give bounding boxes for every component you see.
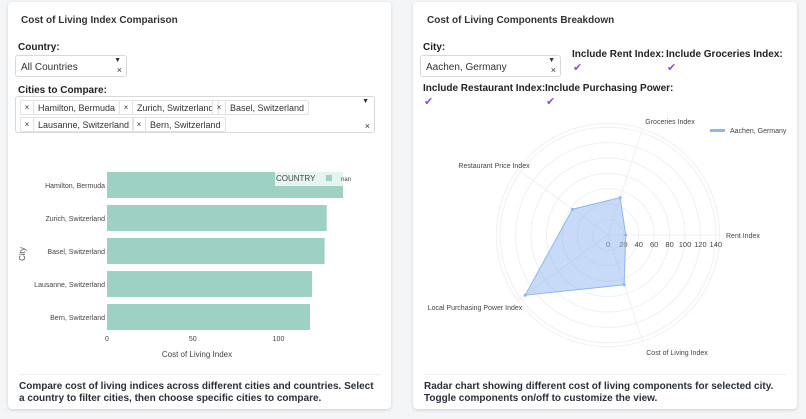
caret-down-icon[interactable]: ▼ [362,98,369,105]
city-tag[interactable]: × Lausanne, Switzerland [20,117,135,132]
restaurant-checkbox[interactable]: ✔ [424,96,434,108]
clear-icon[interactable]: × [550,65,556,75]
x-tick-label: 0 [105,336,109,343]
legend-swatch [710,129,725,132]
city-dropdown[interactable]: Aachen, Germany ▼ × [420,55,561,77]
radial-tick-label: 120 [694,240,707,249]
x-axis-title: Cost of Living Index [162,350,232,359]
cities-multiselect[interactable]: × Hamilton, Bermuda × Zurich, Switzerland … [15,96,375,133]
components-card: Cost of Living Components Breakdown City… [413,2,797,409]
legend-entry: Aachen, Germany [730,128,787,135]
country-dropdown[interactable]: All Countries ▼ × [15,55,127,77]
city-label: City: [423,42,446,53]
rent-checkbox[interactable]: ✔ [573,62,583,74]
remove-tag-icon[interactable]: × [213,101,226,114]
clear-all-icon[interactable]: × [364,121,370,131]
remove-tag-icon[interactable]: × [21,101,34,114]
radial-tick-label: 60 [650,240,658,249]
clear-icon[interactable]: × [116,65,122,75]
grid-circle [495,122,721,348]
groceries-toggle-label: Include Groceries Index: [666,49,783,60]
series-area [524,197,627,296]
data-point [624,233,628,237]
country-label: Country: [18,42,60,53]
card-description: Compare cost of living indices across di… [19,374,381,405]
card-title: Cost of Living Components Breakdown [427,15,615,26]
radial-tick-label: 100 [679,240,692,249]
x-tick-label: 50 [189,336,197,343]
country-value: All Countries [21,62,78,73]
card-description: Radar chart showing different cost of li… [424,374,786,405]
data-point [523,293,527,297]
bar-chart: Hamilton, Bermuda Zurich, Switzerland Base… [18,172,355,359]
legend-title: COUNTRY [276,174,316,183]
groceries-checkbox[interactable]: ✔ [667,62,677,74]
city-tag[interactable]: × Zurich, Switzerland [119,100,219,115]
caret-down-icon[interactable]: ▼ [114,57,121,64]
bar [107,271,313,297]
y-tick-label: Zurich, Switzerland [45,216,105,223]
city-tag[interactable]: × Bern, Switzerland [132,117,226,132]
radial-tick-label: 40 [635,240,643,249]
remove-tag-icon[interactable]: × [120,101,133,114]
caret-down-icon[interactable]: ▼ [548,57,555,64]
legend-bg [275,172,355,186]
cities-label: Cities to Compare: [18,85,107,96]
x-tick-label: 100 [273,336,285,343]
card-title: Cost of Living Index Comparison [21,15,178,26]
bar [107,205,327,231]
y-tick-label: Basel, Switzerland [47,249,105,256]
bar [107,238,325,264]
data-point [622,283,626,287]
legend-swatch [326,175,332,181]
cost-comparison-card: Cost of Living Index Comparison Country:… [8,2,391,409]
y-axis-title: City [18,247,27,261]
restaurant-toggle-label: Include Restaurant Index: [423,83,546,94]
axis-label: Local Purchasing Power Index [428,305,523,312]
y-tick-label: Bern, Switzerland [50,315,105,322]
remove-tag-icon[interactable]: × [133,118,146,131]
radial-tick-label: 140 [710,240,723,249]
axis-label: Cost of Living Index [646,350,708,357]
purchasing-toggle-label: Include Purchasing Power: [545,83,674,94]
data-point [618,196,622,200]
rent-toggle-label: Include Rent Index: [572,49,665,60]
axis-label: Restaurant Price Index [458,163,530,170]
remove-tag-icon[interactable]: × [21,118,34,131]
axis-label: Groceries Index [645,119,695,126]
city-value: Aachen, Germany [426,62,507,73]
data-point [570,207,574,211]
y-tick-label: Lausanne, Switzerland [34,282,105,289]
purchasing-checkbox[interactable]: ✔ [546,96,556,108]
radar-chart: Rent Index Groceries Index Restaurant Pric… [428,119,787,357]
legend-entry: nan [341,177,351,183]
y-tick-label: Hamilton, Bermuda [45,183,105,190]
radial-tick-label: 80 [665,240,673,249]
bar [107,304,311,330]
city-tag[interactable]: × Basel, Switzerland [212,100,310,115]
axis-label: Rent Index [726,233,760,240]
